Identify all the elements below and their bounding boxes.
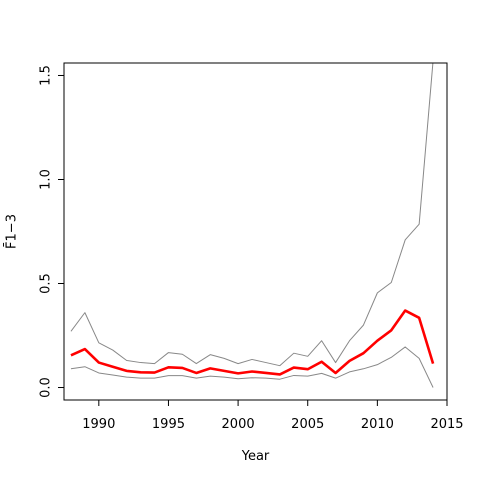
x-tick-label-1995: 1995: [152, 417, 185, 432]
y-tick-label-0: 0.0: [39, 377, 54, 398]
y-tick-label-3: 1.5: [39, 65, 54, 86]
x-axis-title: Year: [241, 449, 270, 464]
y-axis-title: F̄1−3: [4, 214, 19, 249]
x-tick-label-2000: 2000: [222, 417, 255, 432]
y-tick-label-1: 0.5: [39, 273, 54, 294]
y-tick-label-2: 1.0: [39, 169, 54, 190]
series-line-1: [70, 63, 434, 367]
x-axis: 1990 1995 2000 2005 2010 2015: [82, 400, 464, 432]
x-tick-label-1990: 1990: [82, 417, 115, 432]
series-layer: [70, 63, 435, 388]
x-tick-label-2010: 2010: [361, 417, 394, 432]
x-tick-label-2015: 2015: [430, 417, 463, 432]
plot-frame: [63, 62, 448, 401]
series-line-2: [70, 346, 434, 388]
x-tick-label-2005: 2005: [291, 417, 324, 432]
series-line-0: [70, 309, 435, 376]
y-axis: 0.0 0.5 1.0 1.5: [39, 65, 64, 398]
